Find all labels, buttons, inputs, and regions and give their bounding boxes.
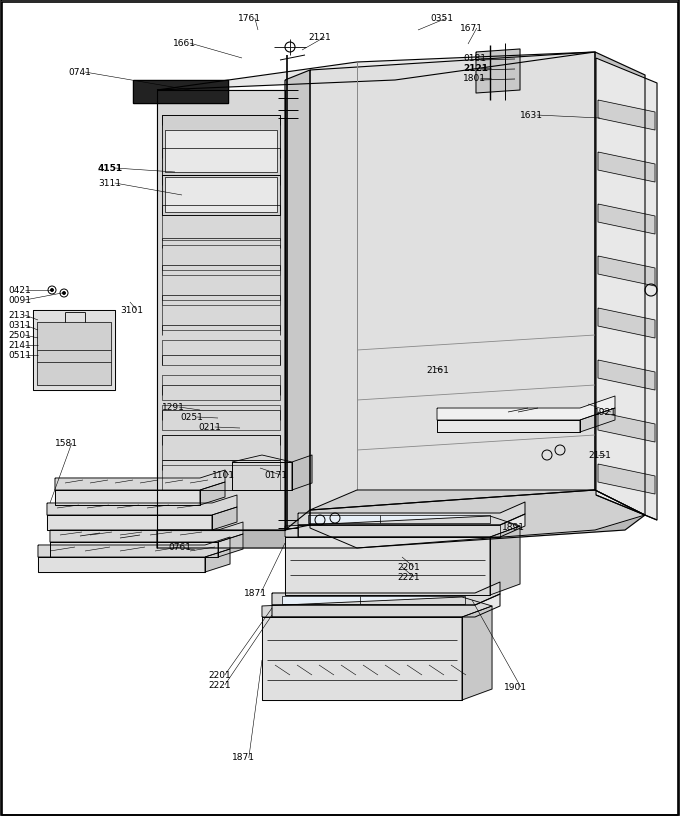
Polygon shape xyxy=(47,495,237,515)
Polygon shape xyxy=(437,420,580,432)
Text: 4151: 4151 xyxy=(98,163,123,172)
Polygon shape xyxy=(490,526,520,595)
Polygon shape xyxy=(272,594,500,617)
Polygon shape xyxy=(598,100,655,130)
Polygon shape xyxy=(200,482,225,505)
Polygon shape xyxy=(165,177,277,212)
Polygon shape xyxy=(162,305,280,330)
Text: 1901: 1901 xyxy=(504,682,527,691)
Text: 1291: 1291 xyxy=(162,403,185,412)
Polygon shape xyxy=(232,462,292,490)
Polygon shape xyxy=(212,507,237,530)
Text: 0181: 0181 xyxy=(463,53,486,62)
Polygon shape xyxy=(162,435,280,460)
Text: 2131: 2131 xyxy=(8,310,31,319)
Text: 0421: 0421 xyxy=(8,285,31,294)
Circle shape xyxy=(63,292,65,294)
Polygon shape xyxy=(310,490,645,548)
Text: 1661: 1661 xyxy=(173,38,196,47)
Text: 0211: 0211 xyxy=(198,422,221,431)
Text: 0511: 0511 xyxy=(8,350,31,359)
Polygon shape xyxy=(285,537,490,595)
Polygon shape xyxy=(162,115,280,175)
Polygon shape xyxy=(50,522,243,542)
Text: 2201: 2201 xyxy=(208,671,231,680)
Polygon shape xyxy=(157,90,285,530)
Polygon shape xyxy=(162,215,280,240)
Text: 0761: 0761 xyxy=(168,543,191,552)
Polygon shape xyxy=(292,455,312,490)
Polygon shape xyxy=(598,308,655,338)
Polygon shape xyxy=(282,596,465,604)
Polygon shape xyxy=(157,52,595,90)
Text: 3101: 3101 xyxy=(120,306,143,315)
Text: 1101: 1101 xyxy=(212,471,235,480)
Polygon shape xyxy=(580,408,615,432)
Polygon shape xyxy=(38,557,205,572)
Polygon shape xyxy=(33,310,115,390)
Polygon shape xyxy=(162,340,280,365)
Polygon shape xyxy=(38,537,230,557)
Text: 2501: 2501 xyxy=(8,331,31,340)
Polygon shape xyxy=(37,322,111,385)
Polygon shape xyxy=(598,412,655,442)
Polygon shape xyxy=(598,152,655,182)
Polygon shape xyxy=(272,582,500,605)
Polygon shape xyxy=(162,465,280,490)
Text: 1921: 1921 xyxy=(594,408,617,417)
Polygon shape xyxy=(133,80,228,103)
Polygon shape xyxy=(437,396,615,420)
Text: 1581: 1581 xyxy=(55,439,78,448)
Polygon shape xyxy=(310,52,595,510)
Text: 0351: 0351 xyxy=(430,14,453,23)
Text: 0251: 0251 xyxy=(180,413,203,422)
Polygon shape xyxy=(162,175,280,215)
Text: 2221: 2221 xyxy=(208,681,231,690)
Polygon shape xyxy=(55,470,225,490)
Polygon shape xyxy=(476,49,520,93)
Polygon shape xyxy=(598,360,655,390)
Text: 2151: 2151 xyxy=(588,450,611,459)
Text: 3111: 3111 xyxy=(98,178,121,187)
Polygon shape xyxy=(598,464,655,494)
Text: 1671: 1671 xyxy=(460,24,483,33)
Polygon shape xyxy=(262,597,492,617)
Polygon shape xyxy=(298,502,525,525)
Text: 2201: 2201 xyxy=(397,562,420,572)
Polygon shape xyxy=(205,549,230,572)
Text: 1761: 1761 xyxy=(238,14,261,23)
Polygon shape xyxy=(598,256,655,286)
Polygon shape xyxy=(285,516,520,537)
Polygon shape xyxy=(55,490,200,505)
Text: 0171: 0171 xyxy=(264,471,287,480)
Text: 1801: 1801 xyxy=(463,74,486,83)
Text: 2221: 2221 xyxy=(397,573,420,582)
Text: 2121: 2121 xyxy=(308,33,330,42)
Polygon shape xyxy=(598,204,655,234)
Polygon shape xyxy=(308,515,490,523)
Circle shape xyxy=(50,288,54,292)
Polygon shape xyxy=(262,617,462,700)
Polygon shape xyxy=(595,52,645,515)
Polygon shape xyxy=(162,275,280,300)
Polygon shape xyxy=(285,70,310,530)
Text: 2121: 2121 xyxy=(463,64,488,73)
Polygon shape xyxy=(218,534,243,557)
Text: 0091: 0091 xyxy=(8,296,31,305)
Polygon shape xyxy=(162,405,280,430)
Polygon shape xyxy=(47,515,212,530)
Polygon shape xyxy=(462,606,492,700)
Text: 2141: 2141 xyxy=(8,341,31,350)
Polygon shape xyxy=(50,542,218,557)
Polygon shape xyxy=(298,514,525,537)
Text: 1871: 1871 xyxy=(232,753,255,762)
Text: 2161: 2161 xyxy=(426,365,449,374)
Text: 1631: 1631 xyxy=(520,110,543,119)
Polygon shape xyxy=(162,375,280,400)
Polygon shape xyxy=(596,58,657,520)
Text: 1871: 1871 xyxy=(244,588,267,597)
Polygon shape xyxy=(157,490,645,548)
Polygon shape xyxy=(165,130,277,172)
Polygon shape xyxy=(162,245,280,270)
